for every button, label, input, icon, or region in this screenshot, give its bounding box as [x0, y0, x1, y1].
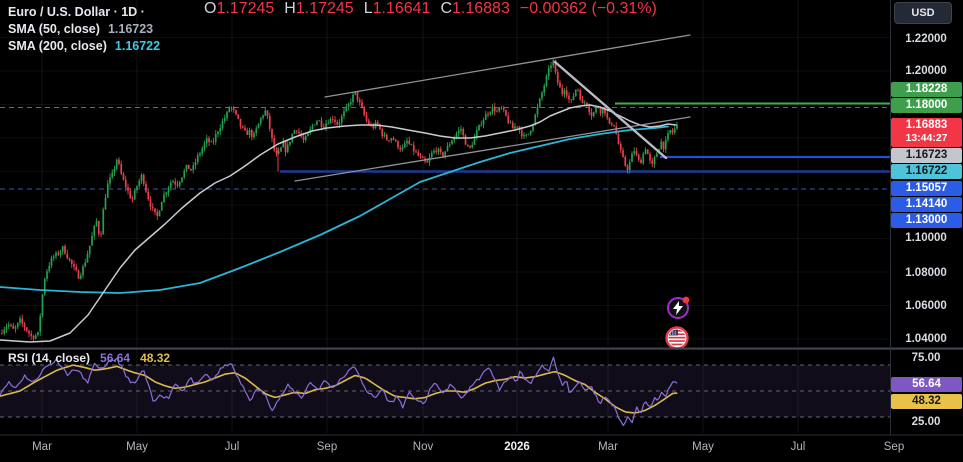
sma50-label: SMA (50, close): [8, 22, 100, 36]
chart-legend: Euro / U.S. Dollar · 1D · SMA (50, close…: [8, 4, 160, 55]
sma200-value: 1.16722: [114, 39, 161, 53]
ohlc-value-O: 1.17245: [216, 0, 275, 17]
badge-value: 1.16883: [905, 119, 948, 131]
badge-value: 1.15057: [905, 182, 948, 194]
price-axis-label-75.00: 75.00: [911, 352, 941, 364]
badge-value: 1.13000: [905, 214, 948, 226]
badge-value: 48.32: [912, 395, 941, 407]
time-axis-label-Sep: Sep: [883, 441, 905, 453]
badge-value: 1.16723: [905, 149, 948, 161]
ohlc-key-O: O: [204, 0, 217, 17]
price-badge-56.64: 56.64: [891, 377, 962, 392]
badge-value: 56.64: [912, 378, 941, 390]
badge-value: 1.14140: [905, 198, 948, 210]
ohlc-key-H: H: [284, 0, 296, 17]
ohlc-key-C: C: [440, 0, 453, 17]
badge-value: 1.16722: [905, 165, 948, 177]
currency-toggle-button[interactable]: USD: [894, 2, 952, 24]
price-badge-1.15057: 1.15057: [891, 181, 962, 196]
symbol-title[interactable]: Euro / U.S. Dollar · 1D ·: [8, 5, 145, 19]
rsi-value: 56.64: [100, 351, 131, 365]
rsi-line: [0, 356, 678, 427]
rsi-ma-value: 48.32: [140, 351, 171, 365]
ohlc-value-L: 1.16641: [372, 0, 431, 17]
sma50-line: [0, 104, 677, 343]
countdown-timer: 13:44:27: [905, 132, 948, 144]
us-flag-event-icon[interactable]: [665, 326, 689, 350]
price-axis-label-1.22000: 1.22000: [905, 33, 947, 45]
sma200-label: SMA (200, close): [8, 39, 107, 53]
sma200-line: [0, 125, 669, 294]
ohlc-key-L: L: [363, 0, 373, 17]
time-axis-label-Mar: Mar: [32, 441, 52, 453]
ohlc-readout: O1.17245 H1.17245 L1.16641 C1.16883 −0.00362…: [194, 0, 657, 18]
badge-value: 1.18000: [905, 99, 948, 111]
pane-separator[interactable]: [0, 347, 963, 350]
notification-dot: [682, 296, 690, 304]
price-badge-1.18228: 1.18228: [891, 82, 962, 97]
rsi-legend-row[interactable]: RSI (14, close) 56.64 48.32: [8, 351, 170, 365]
price-badge-1.16722: 1.16722: [891, 164, 962, 179]
price-axis-label-1.20000: 1.20000: [905, 65, 947, 77]
price-badge-1.16883: 1.16883 13:44:27: [891, 118, 962, 147]
trendline-channel-upper[interactable]: [324, 34, 691, 98]
ohlc-value-C: 1.16883: [452, 0, 510, 17]
ohlc-value-H: 1.17245: [295, 0, 354, 17]
change-readout: −0.00362 (−0.31%): [519, 0, 657, 17]
candlestick-series: [1, 58, 678, 342]
rsi-label: RSI (14, close): [8, 351, 91, 365]
sma50-value: 1.16723: [107, 22, 154, 36]
time-axis[interactable]: Mar May Jul Sep Nov 2026 Mar May Jul Sep: [0, 438, 963, 462]
badge-value: 1.18228: [905, 83, 948, 95]
trendline-channel-lower[interactable]: [294, 116, 691, 182]
rsi-ma-line: [0, 364, 678, 414]
price-axis-label-1.10000: 1.10000: [905, 232, 947, 244]
price-badge-1.14140: 1.14140: [891, 197, 962, 212]
sma200-legend-row[interactable]: SMA (200, close) 1.16722: [8, 38, 160, 55]
time-axis-label-Jul: Jul: [790, 441, 806, 453]
price-badge-1.13000: 1.13000: [891, 213, 962, 228]
price-badge-1.18000: 1.18000: [891, 98, 962, 113]
price-axis-label-1.04000: 1.04000: [905, 333, 947, 345]
time-axis-label-Jul: Jul: [224, 441, 240, 453]
time-axis-label-Mar: Mar: [598, 441, 618, 453]
sma50-legend-row[interactable]: SMA (50, close) 1.16723: [8, 21, 160, 38]
price-badge-1.16723: 1.16723: [891, 148, 962, 163]
time-axis-label-2026: 2026: [504, 441, 530, 453]
time-axis-label-Nov: Nov: [412, 441, 434, 453]
price-axis-label-1.06000: 1.06000: [905, 300, 947, 312]
lightning-events-icon[interactable]: [667, 296, 690, 319]
price-axis-label-1.08000: 1.08000: [905, 267, 947, 279]
price-badge-48.32: 48.32: [891, 394, 962, 409]
trendline-descending-breakdown[interactable]: [553, 60, 668, 160]
time-axis-label-May: May: [692, 441, 714, 453]
price-axis[interactable]: USD 1.22000 1.20000 1.10000 1.08000 1.06000 1…: [891, 0, 963, 462]
time-axis-label-May: May: [126, 441, 148, 453]
price-axis-label-25.00: 25.00: [911, 416, 941, 428]
time-axis-label-Sep: Sep: [316, 441, 338, 453]
